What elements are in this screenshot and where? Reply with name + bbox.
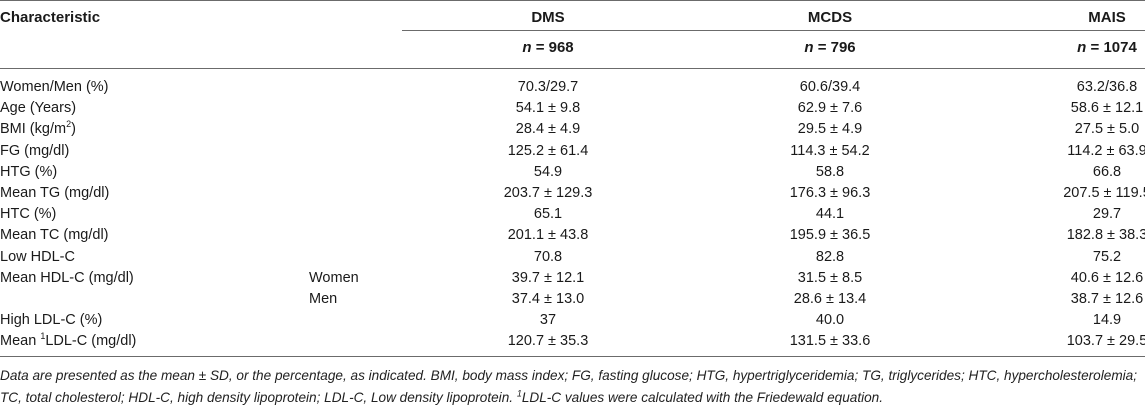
cell-value: 29.5 ± 4.9 bbox=[797, 121, 863, 138]
table-bottom-rule bbox=[0, 356, 1145, 357]
row-label: Mean HDL-C (mg/dl) bbox=[0, 269, 134, 286]
sample-size-mcds: n = 796 bbox=[804, 39, 856, 56]
table-row: Men 37.4 ± 13.0 28.6 ± 13.4 38.7 ± 12.6 bbox=[0, 289, 1145, 309]
table-row: Mean TC (mg/dl) 201.1 ± 43.8 195.9 ± 36.5 1… bbox=[0, 225, 1145, 245]
row-label: Low HDL-C bbox=[0, 248, 75, 265]
header-mid-rule bbox=[402, 30, 1145, 31]
cell-value: 28.4 ± 4.9 bbox=[515, 121, 581, 138]
cell-value: 62.9 ± 7.6 bbox=[797, 100, 863, 117]
cell-value: 182.8 ± 38.3 bbox=[1066, 227, 1145, 244]
cell-value: 37.4 ± 13.0 bbox=[511, 291, 585, 307]
cell-value: 14.9 bbox=[1092, 312, 1122, 329]
cell-value: 29.7 bbox=[1092, 206, 1122, 223]
cell-value: 114.3 ± 54.2 bbox=[790, 142, 870, 159]
table-row: Mean TG (mg/dl) 203.7 ± 129.3 176.3 ± 96.3… bbox=[0, 183, 1145, 203]
table-top-rule bbox=[0, 0, 1145, 1]
cell-value: 58.6 ± 12.1 bbox=[1070, 100, 1144, 117]
row-label: FG (mg/dl) bbox=[0, 142, 70, 159]
characteristic-header: Characteristic bbox=[0, 9, 101, 26]
cell-value: 58.8 bbox=[815, 163, 845, 180]
row-label: Women/Men (%) bbox=[0, 79, 109, 95]
cell-value: 54.1 ± 9.8 bbox=[515, 100, 581, 117]
cell-value: 37 bbox=[539, 312, 557, 329]
table-row: Mean 1LDL-C (mg/dl) 120.7 ± 35.3 131.5 ± 3… bbox=[0, 331, 1145, 351]
cell-value: 70.8 bbox=[533, 248, 563, 265]
table-row: BMI (kg/m2) 28.4 ± 4.9 29.5 ± 4.9 27.5 ± 5.… bbox=[0, 119, 1145, 139]
cell-value: 60.6/39.4 bbox=[799, 79, 861, 95]
cell-value: 65.1 bbox=[533, 206, 563, 223]
cell-value: 131.5 ± 33.6 bbox=[789, 333, 871, 350]
cell-value: 82.8 bbox=[815, 248, 845, 265]
row-label: HTG (%) bbox=[0, 163, 58, 180]
row-label: HTC (%) bbox=[0, 206, 57, 223]
cell-value: 63.2/36.8 bbox=[1076, 79, 1138, 95]
cell-value: 75.2 bbox=[1092, 248, 1122, 265]
row-label: Mean TC (mg/dl) bbox=[0, 227, 109, 244]
table-row: Women/Men (%) 70.3/29.7 60.6/39.4 63.2/36.8 bbox=[0, 77, 1145, 97]
column-header-mcds: MCDS bbox=[807, 9, 853, 26]
sample-size-mais: n = 1074 bbox=[1077, 39, 1137, 56]
table-row: Low HDL-C 70.8 82.8 75.2 bbox=[0, 247, 1145, 267]
row-label: Mean 1LDL-C (mg/dl) bbox=[0, 331, 137, 350]
column-header-dms: DMS bbox=[531, 9, 565, 26]
cell-value: 203.7 ± 129.3 bbox=[503, 185, 593, 201]
row-label: High LDL-C (%) bbox=[0, 312, 103, 329]
cell-value: 54.9 bbox=[533, 163, 563, 180]
cell-value: 195.9 ± 36.5 bbox=[789, 227, 871, 244]
cell-value: 40.0 bbox=[815, 312, 845, 329]
cell-value: 176.3 ± 96.3 bbox=[789, 185, 871, 201]
cell-value: 27.5 ± 5.0 bbox=[1074, 121, 1140, 138]
cell-value: 207.5 ± 119.5 bbox=[1063, 185, 1145, 201]
sample-size-dms: n = 968 bbox=[522, 39, 574, 56]
table-row: Age (Years) 54.1 ± 9.8 62.9 ± 7.6 58.6 ± 12… bbox=[0, 98, 1145, 118]
table-footnote: Data are presented as the mean ± SD, or … bbox=[0, 368, 1137, 405]
row-sublabel: Men bbox=[309, 291, 338, 307]
row-label: Age (Years) bbox=[0, 100, 77, 117]
row-label: BMI (kg/m2) bbox=[0, 119, 76, 138]
cell-value: 70.3/29.7 bbox=[517, 79, 579, 95]
cell-value: 120.7 ± 35.3 bbox=[507, 333, 589, 350]
cell-value: 28.6 ± 13.4 bbox=[793, 291, 867, 307]
row-label: Mean TG (mg/dl) bbox=[0, 185, 110, 201]
table-row: High LDL-C (%) 37 40.0 14.9 bbox=[0, 310, 1145, 330]
cell-value: 201.1 ± 43.8 bbox=[507, 227, 589, 244]
cell-value: 40.6 ± 12.6 bbox=[1070, 269, 1144, 286]
cell-value: 31.5 ± 8.5 bbox=[797, 269, 863, 286]
cell-value: 114.2 ± 63.9 bbox=[1067, 142, 1145, 159]
column-header-mais: MAIS bbox=[1088, 9, 1126, 26]
header-bottom-rule bbox=[0, 68, 1145, 69]
table-row: Mean HDL-C (mg/dl) Women 39.7 ± 12.1 31.5 ±… bbox=[0, 268, 1145, 288]
table-row: FG (mg/dl) 125.2 ± 61.4 114.3 ± 54.2 114.2 … bbox=[0, 141, 1145, 161]
cell-value: 44.1 bbox=[815, 206, 845, 223]
row-sublabel: Women bbox=[309, 269, 359, 286]
cell-value: 103.7 ± 29.5 bbox=[1066, 333, 1145, 350]
cell-value: 125.2 ± 61.4 bbox=[507, 142, 589, 159]
cell-value: 39.7 ± 12.1 bbox=[511, 269, 585, 286]
table-row: HTC (%) 65.1 44.1 29.7 bbox=[0, 204, 1145, 224]
cell-value: 38.7 ± 12.6 bbox=[1070, 291, 1144, 307]
table-row: HTG (%) 54.9 58.8 66.8 bbox=[0, 162, 1145, 182]
cell-value: 66.8 bbox=[1092, 163, 1122, 180]
